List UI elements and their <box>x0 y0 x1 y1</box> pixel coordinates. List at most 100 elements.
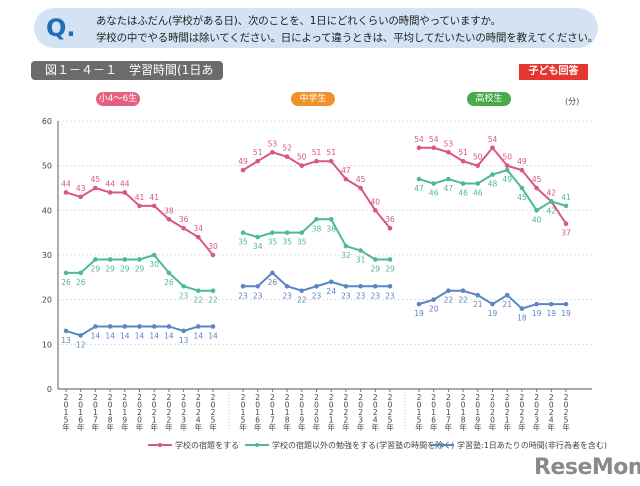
data-point <box>490 145 495 151</box>
data-label: 43 <box>76 184 86 193</box>
data-point <box>387 257 393 262</box>
data-point <box>358 185 363 191</box>
data-point <box>314 216 319 222</box>
data-point <box>446 149 451 155</box>
data-point <box>549 301 554 307</box>
data-point <box>490 301 495 307</box>
data-label: 45 <box>517 193 527 202</box>
y-tick-label: 10 <box>42 340 52 349</box>
data-label: 47 <box>414 184 424 193</box>
data-label: 42 <box>547 206 557 215</box>
data-point <box>93 257 98 262</box>
question-line-2: 学校の中でやる時間は除いてください。日によって違うときは、平均してだいたいの時間… <box>96 32 599 44</box>
data-point <box>460 181 466 186</box>
data-point <box>504 292 510 298</box>
data-point <box>151 203 157 209</box>
data-point <box>416 176 422 182</box>
data-label: 19 <box>414 309 424 318</box>
legend-label: 学校の宿題をする <box>175 440 239 450</box>
data-point <box>255 158 260 164</box>
data-point <box>166 270 172 276</box>
data-label: 45 <box>91 175 101 184</box>
data-point <box>446 176 451 182</box>
legend-marker <box>158 443 162 447</box>
data-label: 22 <box>444 296 454 305</box>
question-box: Q. あなたはふだん(学校がある日)、次のことを、1日にどれくらいの時間やってい… <box>34 8 598 48</box>
data-label: 35 <box>282 238 292 247</box>
data-label: 38 <box>326 224 336 233</box>
data-point <box>107 257 113 262</box>
data-point <box>519 306 525 311</box>
data-point <box>151 324 157 329</box>
legend-marker <box>440 443 444 447</box>
data-point <box>358 283 363 289</box>
data-point <box>431 181 437 186</box>
data-point <box>416 145 422 151</box>
data-label: 52 <box>282 144 292 153</box>
data-point <box>328 279 334 285</box>
data-label: 23 <box>238 291 248 300</box>
series-line <box>242 151 391 229</box>
data-point <box>446 288 451 294</box>
data-label: 14 <box>120 331 130 340</box>
data-label: 50 <box>473 153 483 162</box>
data-label: 21 <box>473 300 483 309</box>
data-point <box>63 270 69 276</box>
data-label: 35 <box>238 238 248 247</box>
data-point <box>240 167 246 173</box>
data-label: 51 <box>312 148 322 157</box>
data-point <box>210 288 216 294</box>
data-label: 44 <box>61 179 71 188</box>
y-tick-label: 0 <box>47 385 52 394</box>
data-label: 34 <box>194 224 204 233</box>
data-label: 49 <box>517 157 527 166</box>
data-point <box>166 324 172 329</box>
data-point <box>240 283 246 289</box>
data-point <box>519 185 525 191</box>
data-label: 41 <box>149 193 159 202</box>
data-point <box>373 257 378 262</box>
data-point <box>460 288 466 294</box>
data-label: 45 <box>356 175 366 184</box>
data-label: 23 <box>253 291 263 300</box>
data-label: 40 <box>532 215 542 224</box>
data-label: 54 <box>488 135 498 144</box>
data-label: 46 <box>429 189 439 198</box>
data-label: 50 <box>297 153 307 162</box>
data-label: 21 <box>502 300 512 309</box>
data-label: 14 <box>91 331 101 340</box>
data-label: 36 <box>385 215 395 224</box>
data-point <box>563 301 569 307</box>
data-point <box>137 324 142 329</box>
data-point <box>328 216 334 222</box>
data-point <box>63 190 69 195</box>
data-label: 14 <box>105 331 115 340</box>
data-label: 23 <box>385 291 395 300</box>
data-point <box>460 158 466 164</box>
data-point <box>270 149 275 155</box>
data-label: 38 <box>164 206 174 215</box>
y-tick-label: 30 <box>42 251 52 260</box>
data-point <box>63 328 69 334</box>
figure-title: 図１－４－１ 学習時間(1日あたり) <box>31 61 223 96</box>
data-label: 48 <box>488 180 498 189</box>
data-label: 23 <box>179 291 189 300</box>
data-label: 13 <box>179 336 189 345</box>
data-point <box>78 194 83 200</box>
data-point <box>343 176 349 182</box>
data-label: 19 <box>488 309 498 318</box>
question-line-1: あなたはふだん(学校がある日)、次のことを、1日にどれくらいの時間やっていますか… <box>96 15 501 27</box>
data-label: 23 <box>312 291 322 300</box>
data-point <box>240 230 246 235</box>
